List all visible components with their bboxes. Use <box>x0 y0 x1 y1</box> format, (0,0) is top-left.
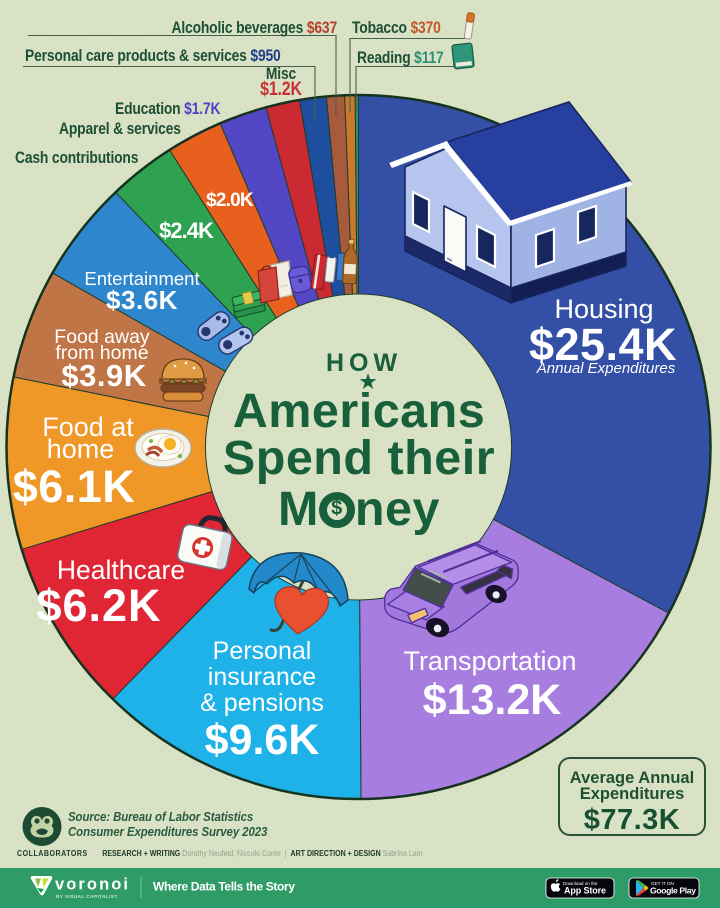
svg-text:GET IT ON: GET IT ON <box>651 881 674 886</box>
svg-text:BY VISUAL CAPITALIST: BY VISUAL CAPITALIST <box>56 894 118 899</box>
svg-text:Download on the: Download on the <box>563 881 598 886</box>
svg-text:App Store: App Store <box>564 886 606 896</box>
svg-text:voronoi: voronoi <box>55 876 128 894</box>
svg-text:Google Play: Google Play <box>650 886 696 896</box>
svg-text:Where Data Tells the Story: Where Data Tells the Story <box>153 880 295 894</box>
